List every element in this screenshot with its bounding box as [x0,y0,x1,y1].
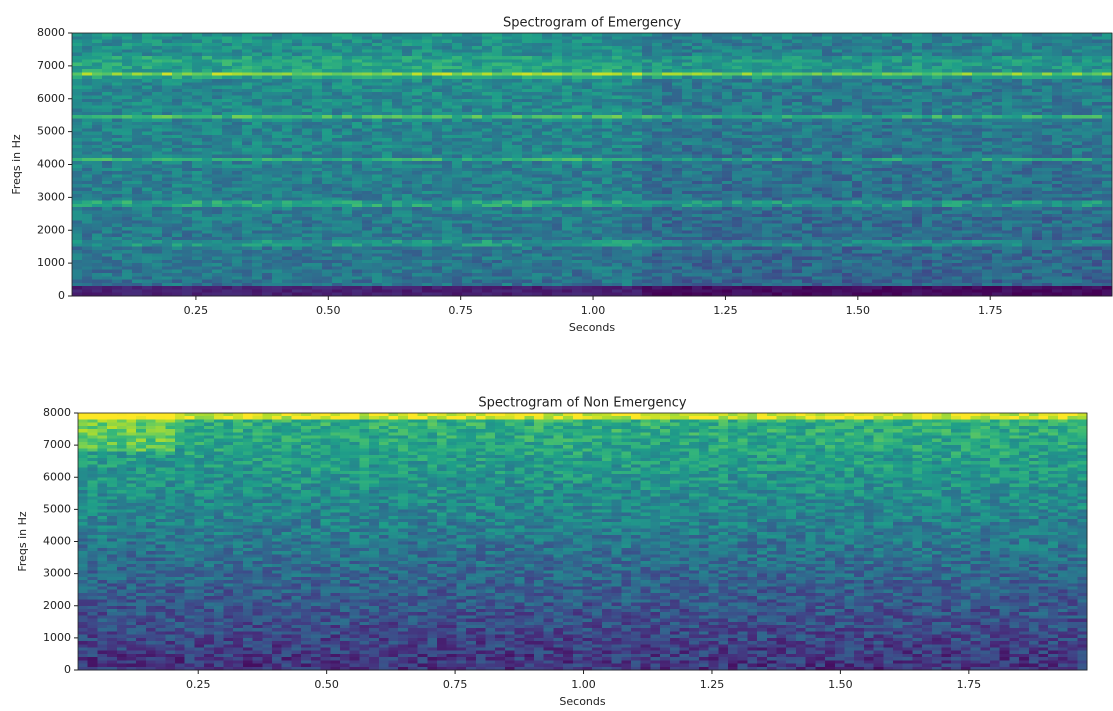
heatmap [72,33,1113,297]
chart-panel: Spectrogram of EmergencySecondsFreqs in … [10,16,1113,335]
